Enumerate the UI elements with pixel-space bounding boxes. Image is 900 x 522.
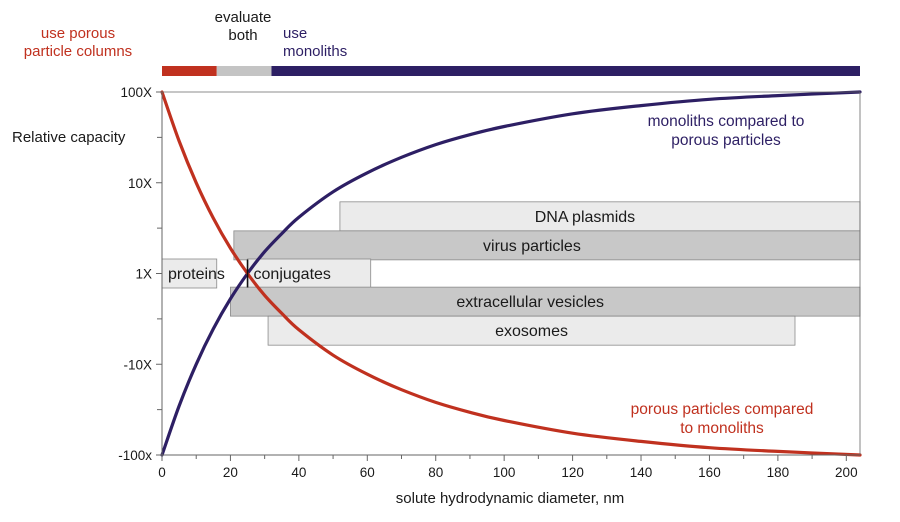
recommendation-label-2-0: use <box>283 25 307 42</box>
y-axis-label: Relative capacity <box>12 129 126 146</box>
curve-label-1-1: to monoliths <box>680 420 764 437</box>
range-label-4: extracellular vesicles <box>456 294 604 311</box>
y-tick-label-3: -10X <box>123 357 152 372</box>
recommendation-label-2-1: monoliths <box>283 43 347 60</box>
y-tick-label-4: -100x <box>118 448 152 463</box>
x-tick-label-5: 100 <box>493 465 516 480</box>
recommendation-segment-2 <box>271 66 860 76</box>
range-label-1: virus particles <box>483 238 581 255</box>
curve-label-1-0: porous particles compared <box>631 401 814 418</box>
recommendation-label-0-1: particle columns <box>24 43 132 60</box>
x-tick-label-9: 180 <box>767 465 790 480</box>
recommendation-segment-1 <box>216 66 272 76</box>
x-tick-label-3: 60 <box>360 465 375 480</box>
curve-1 <box>160 90 862 457</box>
range-label-5: exosomes <box>495 323 568 340</box>
recommendation-segment-0 <box>162 66 217 76</box>
curve-label-0-1: porous particles <box>671 132 781 149</box>
curve-label-0-0: monoliths compared to <box>648 113 805 130</box>
range-band-3 <box>247 258 372 289</box>
range-band-5 <box>267 315 796 346</box>
recommendation-label-1-1: both <box>228 27 257 44</box>
x-tick-label-2: 40 <box>291 465 306 480</box>
size-ranges: DNA plasmids virus particles proteins conju… <box>161 201 861 346</box>
y-tick-label-1: 10X <box>128 176 152 191</box>
x-tick-label-8: 160 <box>698 465 721 480</box>
recommendation-label-0-0: use porous <box>41 25 115 42</box>
axes: 100X 10X 1X -10X -100x 0 20 40 60 80 100 120 140 160 1… <box>118 85 861 480</box>
y-tick-label-2: 1X <box>135 267 152 282</box>
x-tick-label-4: 80 <box>428 465 443 480</box>
x-tick-label-7: 140 <box>630 465 653 480</box>
range-label-2: proteins <box>168 266 225 283</box>
x-axis-label: solute hydrodynamic diameter, nm <box>396 490 624 507</box>
x-tick-label-6: 120 <box>561 465 584 480</box>
range-band-1 <box>233 230 861 261</box>
y-tick-label-0: 100X <box>120 85 152 100</box>
range-label-3: conjugates <box>254 266 331 283</box>
x-tick-label-0: 0 <box>158 465 166 480</box>
curves: monoliths compared to porous particles por… <box>160 90 862 457</box>
x-tick-label-1: 20 <box>223 465 238 480</box>
range-label-0: DNA plasmids <box>535 209 635 226</box>
curve-0 <box>160 90 862 457</box>
range-band-0 <box>339 201 861 232</box>
recommendation-label-1-0: evaluate <box>215 9 272 26</box>
x-tick-label-10: 200 <box>835 465 858 480</box>
range-band-2 <box>161 258 218 289</box>
